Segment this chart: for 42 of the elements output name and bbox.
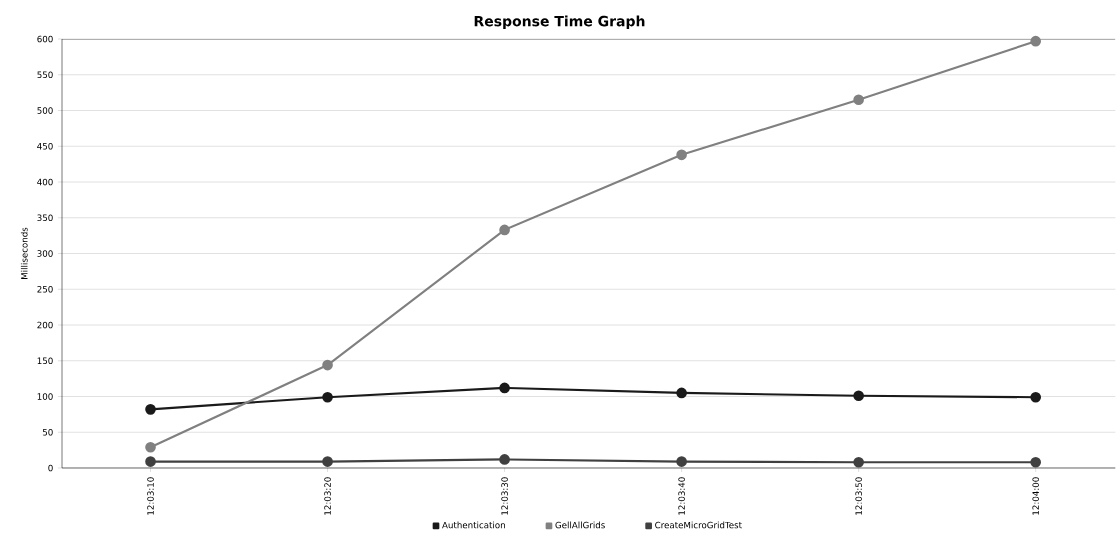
point	[676, 387, 687, 399]
y-tick-label: 500	[37, 107, 53, 114]
y-tick-label: 350	[37, 214, 53, 222]
point	[145, 404, 156, 415]
y-tick-label: 100	[37, 393, 53, 400]
point	[1030, 391, 1042, 403]
y-tick-label: 50	[42, 428, 53, 436]
x-tick-label: 12:03:40	[678, 477, 685, 515]
point	[499, 382, 510, 394]
legend-label: GellAllGrids	[555, 521, 605, 529]
y-tick-label: 0	[48, 464, 53, 472]
point	[676, 456, 687, 467]
y-axis-title: Milliseconds	[20, 227, 28, 279]
x-tick-label: 12:03:20	[324, 477, 331, 515]
x-tick-label: 12:04:00	[1032, 477, 1039, 515]
legend-label: CreateMicroGridTest	[655, 521, 742, 529]
y-tick-label: 550	[37, 71, 53, 79]
point	[145, 456, 156, 467]
legend-label: Authentication	[442, 521, 505, 529]
point	[499, 224, 510, 236]
x-tick-label: 12:03:10	[147, 477, 154, 515]
point	[145, 441, 156, 453]
point	[853, 390, 864, 402]
y-tick-label: 450	[37, 142, 53, 150]
point	[676, 149, 687, 161]
point	[322, 359, 333, 371]
x-tick-label: 12:03:50	[855, 477, 862, 515]
x-tick-label: 12:03:30	[501, 477, 508, 515]
point	[853, 94, 864, 106]
point	[853, 456, 864, 468]
chart-title: Response Time Graph	[474, 15, 645, 30]
point	[322, 456, 333, 467]
y-tick-label: 300	[37, 250, 53, 257]
y-tick-label: 600	[37, 35, 53, 43]
y-tick-label: 400	[37, 178, 53, 186]
point	[322, 391, 333, 403]
y-tick-label: 250	[37, 285, 53, 293]
y-tick-label: 150	[37, 357, 53, 365]
point	[499, 454, 510, 465]
point	[1030, 456, 1042, 468]
point	[1030, 35, 1042, 47]
y-tick-label: 200	[37, 321, 53, 329]
